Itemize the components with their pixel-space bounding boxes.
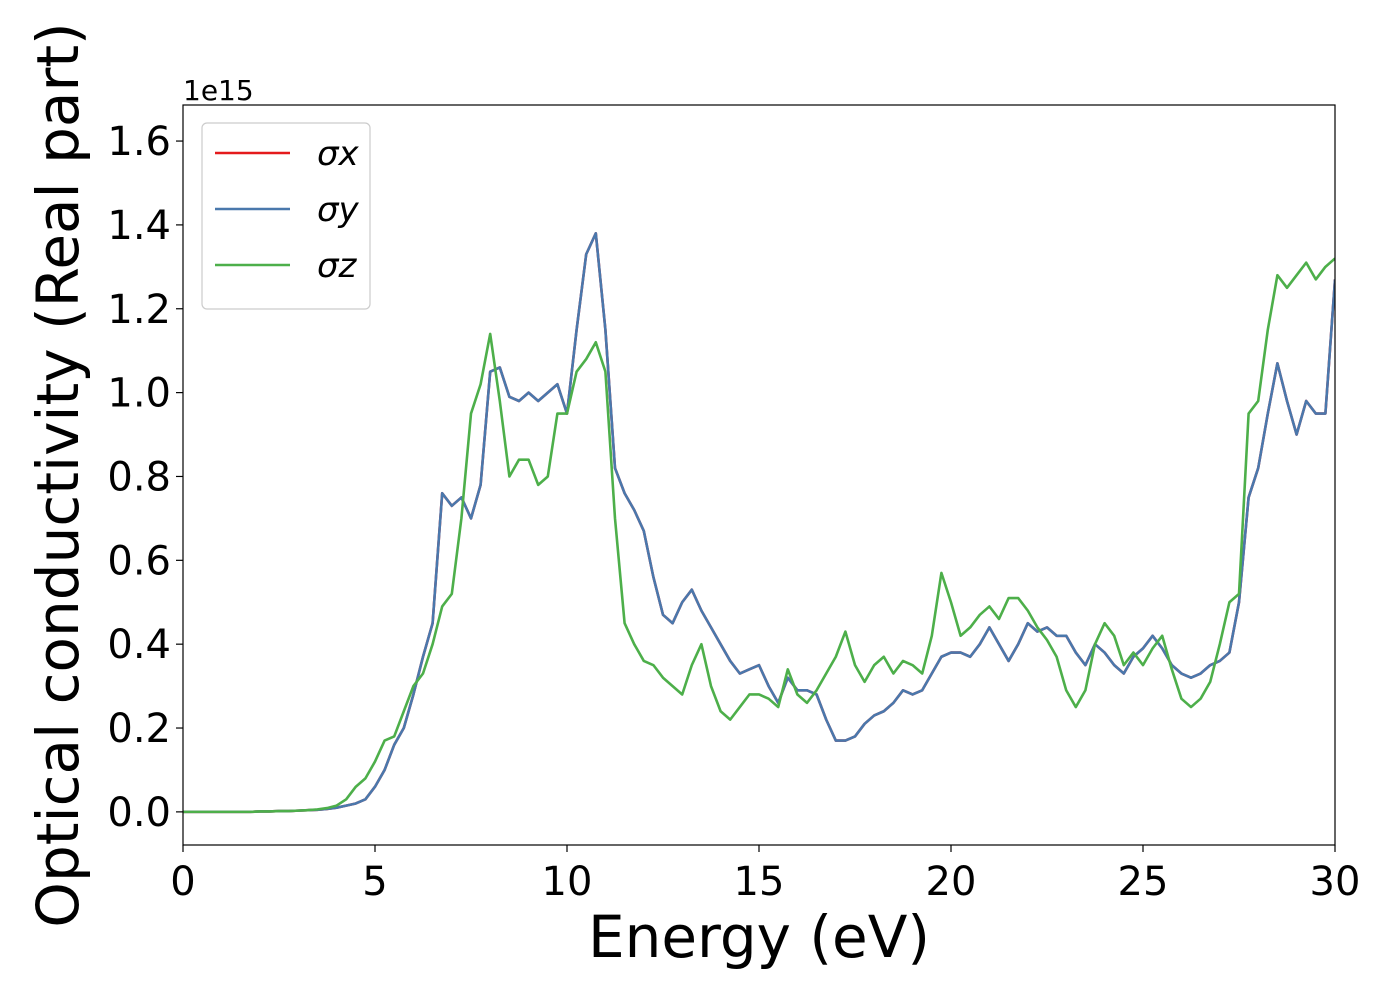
y-tick-label: 0.6 bbox=[107, 538, 171, 584]
y-tick-label: 1.0 bbox=[107, 371, 171, 417]
y-tick-label: 1.2 bbox=[107, 287, 171, 333]
x-tick-label: 30 bbox=[1310, 859, 1361, 905]
y-axis-label: Optical conductivity (Real part) bbox=[24, 22, 92, 927]
series-line bbox=[183, 257, 1335, 814]
y-tick-label: 1.6 bbox=[107, 119, 171, 165]
legend-label: σz bbox=[317, 246, 358, 286]
y-tick-label: 0.2 bbox=[107, 706, 171, 752]
x-tick-label: 10 bbox=[542, 859, 593, 905]
series-line bbox=[183, 231, 1335, 814]
legend-box bbox=[201, 122, 371, 310]
x-tick-label: 0 bbox=[170, 859, 195, 905]
x-tick-label: 25 bbox=[1118, 859, 1169, 905]
legend-label: σx bbox=[317, 134, 360, 174]
plot-frame bbox=[182, 104, 1336, 846]
x-tick-label: 20 bbox=[926, 859, 977, 905]
offset-label: 1e15 bbox=[183, 74, 254, 107]
x-axis-label: Energy (eV) bbox=[588, 903, 930, 971]
y-tick-label: 0.0 bbox=[107, 790, 171, 836]
legend-label: σy bbox=[317, 190, 360, 230]
y-tick-label: 0.8 bbox=[107, 454, 171, 500]
x-tick-label: 5 bbox=[362, 859, 387, 905]
y-tick-label: 0.4 bbox=[107, 622, 171, 668]
x-tick-label: 15 bbox=[734, 859, 785, 905]
y-tick-label: 1.4 bbox=[107, 203, 171, 249]
